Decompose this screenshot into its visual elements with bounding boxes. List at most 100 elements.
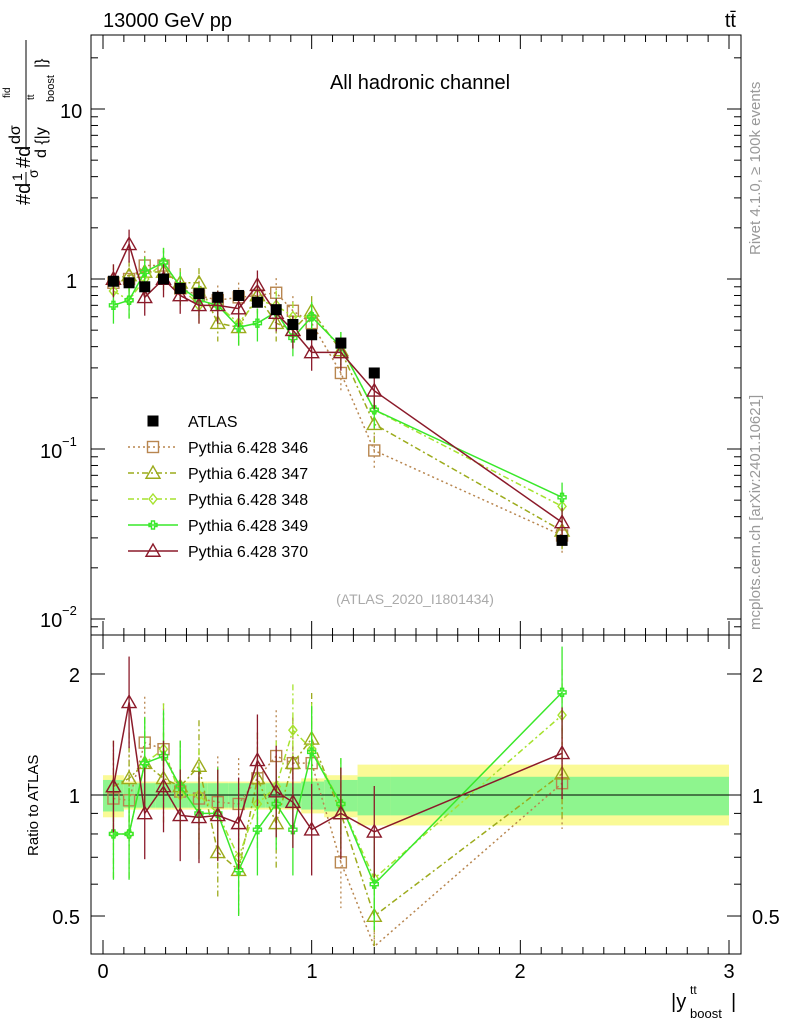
data-point bbox=[366, 415, 383, 431]
y-tick-label: −2 bbox=[62, 603, 77, 618]
data-point bbox=[212, 291, 224, 303]
data-point bbox=[233, 322, 244, 332]
data-point bbox=[123, 277, 135, 289]
data-point bbox=[557, 687, 567, 698]
data-point bbox=[233, 865, 244, 875]
data-point bbox=[366, 823, 383, 838]
rivet-label: Rivet 4.1.0, ≥ 100k events bbox=[747, 82, 764, 255]
inner-uncertainty-band bbox=[301, 781, 325, 810]
data-point bbox=[368, 444, 381, 457]
data-point bbox=[107, 275, 119, 287]
data-point bbox=[270, 304, 282, 316]
legend-entry: Pythia 6.428 346 bbox=[128, 440, 308, 457]
data-point bbox=[369, 405, 379, 415]
data-point bbox=[553, 744, 571, 760]
data-point bbox=[190, 808, 208, 824]
data-point bbox=[306, 329, 318, 341]
data-point bbox=[124, 295, 134, 305]
data-point bbox=[369, 879, 379, 889]
ylabel-part: d {|y bbox=[33, 127, 50, 158]
data-point bbox=[230, 300, 247, 315]
x-tick-label: 1 bbox=[306, 961, 317, 983]
analysis-id-label: (ATLAS_2020_I1801434) bbox=[336, 591, 494, 607]
data-point bbox=[557, 492, 567, 502]
x-axis-label: |y tt boost | bbox=[671, 983, 736, 1021]
xlabel-part: tt bbox=[690, 983, 697, 997]
data-point bbox=[284, 793, 302, 809]
data-point bbox=[335, 337, 347, 349]
legend-marker bbox=[148, 520, 158, 530]
data-point bbox=[306, 747, 317, 757]
data-point bbox=[303, 343, 320, 359]
legend-entry: Pythia 6.428 349 bbox=[128, 518, 308, 535]
data-point bbox=[233, 289, 245, 301]
ylabel-part: boost bbox=[45, 75, 57, 102]
main-plot-title: All hadronic channel bbox=[330, 72, 510, 94]
x-tick-label: 2 bbox=[514, 961, 525, 983]
process-label: tt̄ bbox=[725, 10, 737, 32]
y-tick-label: 2 bbox=[69, 665, 80, 687]
legend-marker bbox=[147, 415, 159, 427]
legend-marker bbox=[146, 440, 160, 454]
legend-label: ATLAS bbox=[188, 414, 238, 431]
data-point bbox=[332, 343, 350, 359]
data-point bbox=[306, 312, 317, 322]
xlabel-part: | bbox=[731, 991, 736, 1013]
data-point bbox=[287, 318, 299, 330]
data-point bbox=[252, 318, 263, 328]
legend-marker bbox=[144, 464, 162, 479]
data-point bbox=[158, 751, 169, 761]
ylabel-part: fid bbox=[2, 87, 13, 98]
data-point bbox=[209, 296, 226, 312]
y-tick-label: 1 bbox=[66, 271, 77, 293]
data-point bbox=[251, 296, 263, 308]
ylabel-part: |} bbox=[33, 58, 50, 68]
source-label: mcplots.cern.ch [arXiv:2401.10621] bbox=[747, 395, 764, 630]
legend-entry: Pythia 6.428 348 bbox=[128, 492, 308, 509]
data-point bbox=[140, 758, 150, 768]
y-tick-label: 10 bbox=[40, 610, 62, 632]
data-point bbox=[155, 778, 172, 793]
x-tick-label: 0 bbox=[97, 961, 108, 983]
y-tick-label: 2 bbox=[752, 665, 763, 687]
ylabel-part: σ bbox=[25, 169, 41, 178]
y-tick-label: 0.5 bbox=[752, 907, 780, 929]
data-point bbox=[287, 724, 298, 737]
series-main-pythia-6.428-346 bbox=[107, 250, 569, 554]
data-point bbox=[303, 821, 320, 836]
ratio-y-tick-labels-right: 2 1 0.5 bbox=[752, 665, 780, 929]
legend-label: Pythia 6.428 370 bbox=[188, 544, 308, 561]
data-point bbox=[252, 824, 263, 835]
data-point bbox=[108, 829, 119, 839]
legend-entry: Pythia 6.428 347 bbox=[128, 464, 308, 483]
legend-entry: Pythia 6.428 370 bbox=[128, 542, 308, 561]
y-tick-label: 1 bbox=[69, 786, 80, 808]
data-point bbox=[172, 287, 189, 302]
data-point bbox=[209, 806, 226, 822]
data-point bbox=[108, 300, 119, 311]
legend-marker bbox=[144, 542, 162, 557]
y-tick-label: 0.5 bbox=[52, 907, 80, 929]
main-y-axis-label: #d 1 σ #d dσ fid d {|y tt boost |} bbox=[2, 40, 57, 205]
data-point bbox=[140, 267, 150, 277]
data-point bbox=[368, 367, 380, 379]
ylabel-part: #d bbox=[13, 146, 35, 168]
data-point bbox=[366, 382, 383, 397]
x-tick-labels: 0 1 2 3 bbox=[97, 961, 734, 983]
x-tick-label: 3 bbox=[723, 961, 734, 983]
data-point bbox=[288, 824, 298, 835]
data-point bbox=[120, 693, 138, 709]
series-ratio-pythia-6.428-370 bbox=[105, 656, 571, 878]
data-point bbox=[249, 751, 266, 767]
data-point bbox=[124, 829, 134, 839]
ylabel-part: tt bbox=[26, 94, 37, 100]
legend-entry: ATLAS bbox=[147, 414, 238, 431]
data-point bbox=[174, 282, 186, 294]
data-point bbox=[158, 273, 170, 285]
data-point bbox=[336, 799, 346, 809]
data-point bbox=[105, 778, 122, 793]
data-point bbox=[190, 296, 208, 312]
data-point bbox=[556, 534, 568, 546]
data-point bbox=[136, 288, 153, 304]
